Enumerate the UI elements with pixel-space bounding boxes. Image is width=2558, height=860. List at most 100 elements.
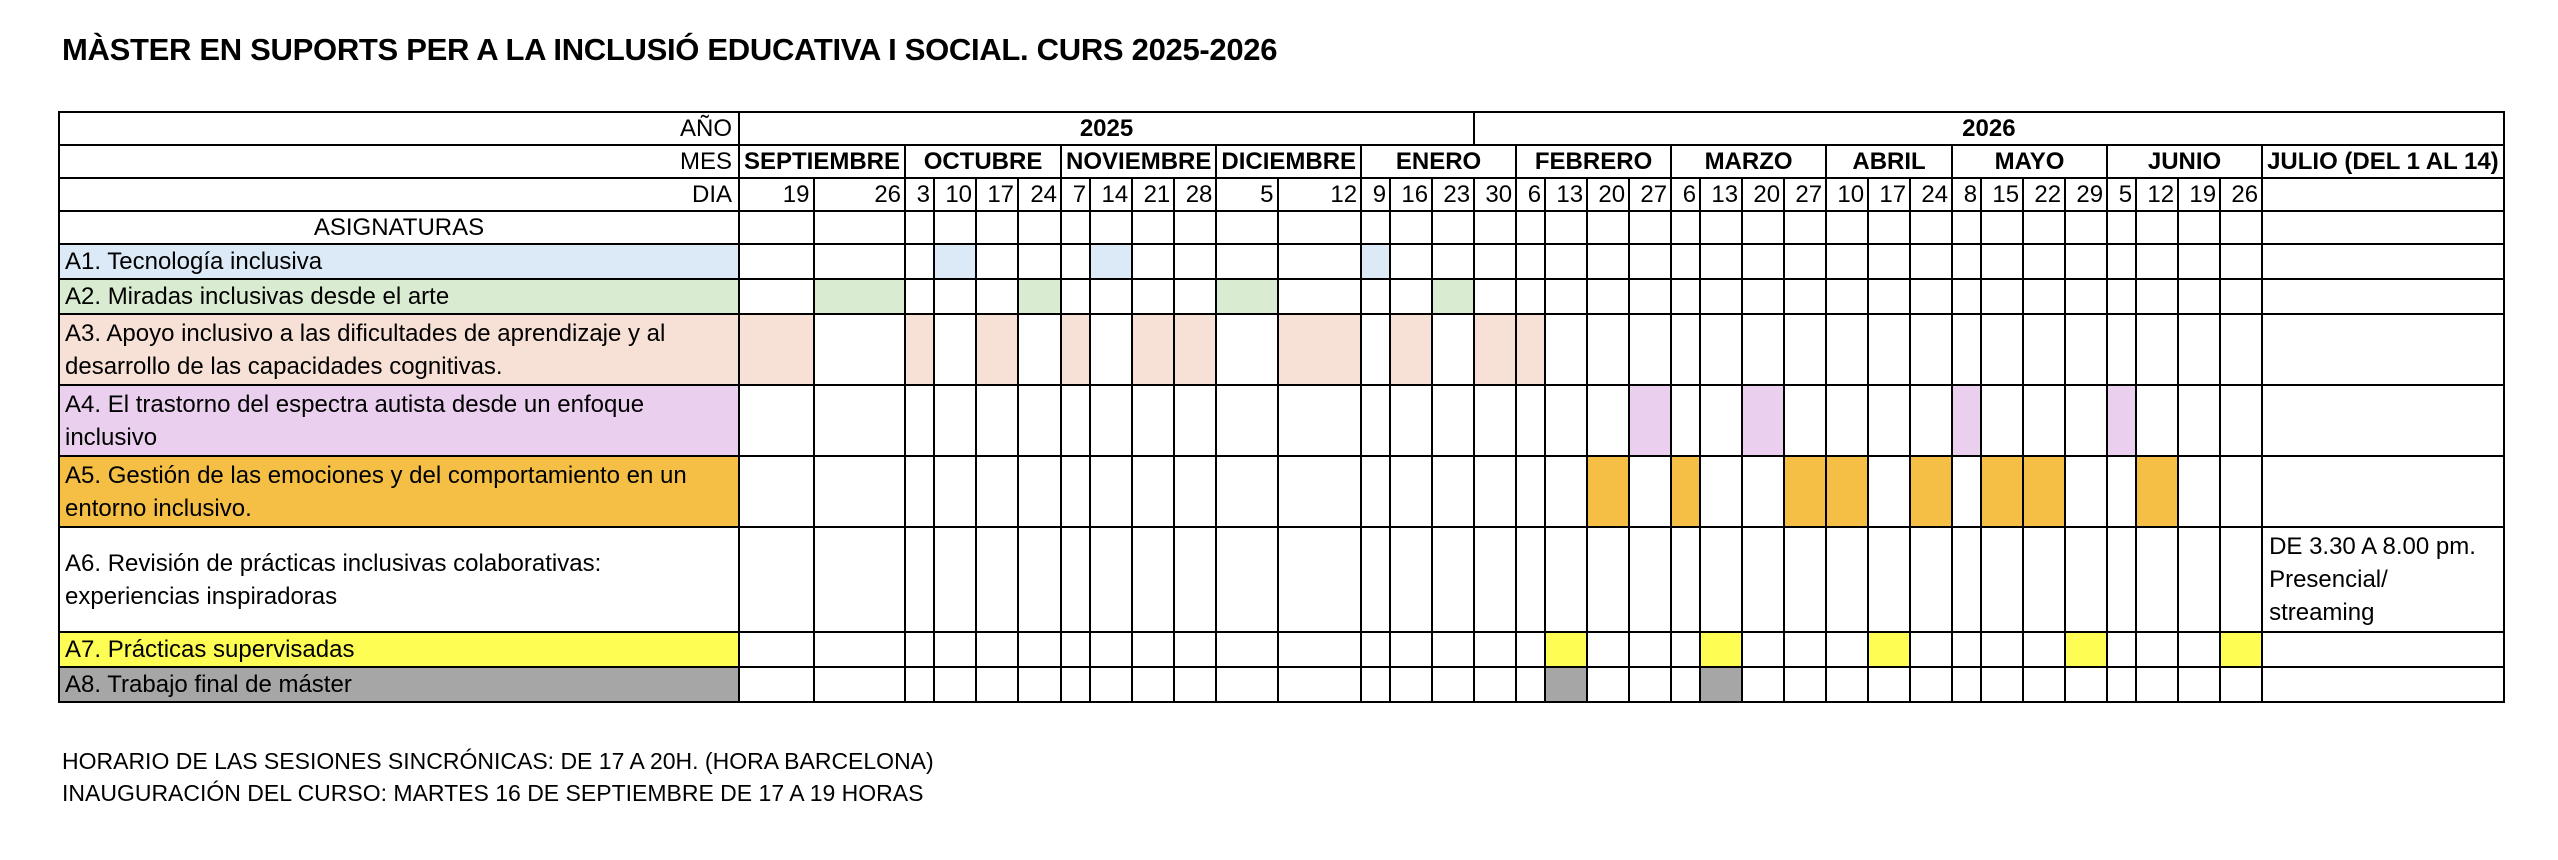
day-cell: 20 <box>1586 177 1631 212</box>
page-title: MÀSTER EN SUPORTS PER A LA INCLUSIÓ EDUC… <box>62 32 1278 67</box>
month-cell: NOVIEMBRE <box>1060 144 1218 179</box>
session-cell <box>1741 384 1786 457</box>
day-cell: 12 <box>2135 177 2180 212</box>
grid-cell <box>1699 210 1744 245</box>
grid-cell <box>2177 313 2222 386</box>
session-cell <box>738 313 815 386</box>
month-cell: DICIEMBRE <box>1215 144 1363 179</box>
grid-cell <box>1825 313 1870 386</box>
grid-cell <box>1431 526 1476 633</box>
grid-cell <box>2177 666 2222 703</box>
grid-cell <box>1980 384 2025 457</box>
grid-cell <box>1670 631 1702 668</box>
grid-cell <box>1276 210 1363 245</box>
grid-cell <box>1215 384 1279 457</box>
session-cell <box>1017 278 1063 315</box>
grid-cell <box>1060 526 1092 633</box>
grid-cell <box>1586 210 1631 245</box>
grid-cell <box>904 666 936 703</box>
grid-cell <box>1215 243 1279 280</box>
subject-label: A1. Tecnología inclusiva <box>58 243 740 280</box>
subject-label: A5. Gestión de las emociones y del compo… <box>58 455 740 528</box>
session-cell <box>1670 455 1702 528</box>
grid-cell <box>1980 210 2025 245</box>
grid-cell <box>2261 210 2505 245</box>
grid-cell <box>1783 243 1828 280</box>
day-cell: 14 <box>1089 177 1134 212</box>
subject-label: A2. Miradas inclusivas desde el arte <box>58 278 740 315</box>
grid-cell <box>1060 455 1092 528</box>
grid-cell <box>1909 313 1954 386</box>
grid-cell <box>1628 631 1673 668</box>
grid-cell <box>1951 526 1983 633</box>
day-cell: 21 <box>1131 177 1176 212</box>
grid-cell <box>1360 666 1392 703</box>
subject-label: A8. Trabajo final de máster <box>58 666 740 703</box>
grid-cell <box>1360 631 1392 668</box>
grid-cell <box>1089 455 1134 528</box>
grid-cell <box>1741 526 1786 633</box>
grid-cell <box>1699 278 1744 315</box>
month-cell: ENERO <box>1360 144 1518 179</box>
grid-cell <box>812 210 907 245</box>
grid-cell <box>1825 631 1870 668</box>
grid-cell <box>1173 278 1218 315</box>
day-cell: 27 <box>1628 177 1673 212</box>
grid-cell <box>1544 384 1589 457</box>
grid-cell <box>1980 526 2025 633</box>
grid-cell <box>1628 455 1673 528</box>
grid-cell <box>975 666 1020 703</box>
session-cell <box>1060 313 1092 386</box>
grid-cell <box>2022 278 2067 315</box>
session-cell <box>1783 455 1828 528</box>
grid-cell <box>1431 210 1476 245</box>
day-cell: 28 <box>1173 177 1218 212</box>
grid-cell <box>1867 243 1912 280</box>
grid-cell <box>1867 526 1912 633</box>
year-2026: 2026 <box>1473 111 2505 146</box>
month-cell: FEBRERO <box>1515 144 1673 179</box>
grid-cell <box>1276 278 1363 315</box>
grid-cell <box>1131 631 1176 668</box>
grid-cell <box>2064 278 2109 315</box>
day-cell: 27 <box>1783 177 1828 212</box>
grid-cell <box>1089 631 1134 668</box>
grid-cell <box>1586 278 1631 315</box>
grid-cell <box>1473 384 1518 457</box>
grid-cell <box>1670 384 1702 457</box>
grid-cell <box>2135 666 2180 703</box>
grid-cell <box>2064 384 2109 457</box>
day-cell: 5 <box>1215 177 1279 212</box>
grid-cell <box>1215 526 1279 633</box>
grid-cell <box>2106 210 2138 245</box>
grid-cell <box>933 384 978 457</box>
grid-cell <box>1389 631 1434 668</box>
grid-cell <box>1173 526 1218 633</box>
grid-cell <box>1473 210 1518 245</box>
session-cell <box>1951 384 1983 457</box>
grid-cell <box>2219 526 2264 633</box>
grid-cell <box>812 631 907 668</box>
grid-cell <box>975 243 1020 280</box>
grid-cell <box>1389 210 1434 245</box>
grid-cell <box>2022 313 2067 386</box>
note-line: streaming <box>2269 599 2375 626</box>
grid-cell <box>1017 243 1063 280</box>
grid-cell <box>738 526 815 633</box>
session-cell <box>1909 455 1954 528</box>
grid-cell <box>1867 210 1912 245</box>
grid-cell <box>1980 666 2025 703</box>
grid-cell <box>1670 243 1702 280</box>
grid-cell <box>1431 313 1476 386</box>
grid-cell <box>2177 631 2222 668</box>
session-cell <box>1867 631 1912 668</box>
grid-cell <box>1909 278 1954 315</box>
grid-cell <box>904 278 936 315</box>
grid-cell <box>933 210 978 245</box>
grid-cell <box>1060 384 1092 457</box>
grid-cell <box>1586 313 1631 386</box>
session-cell <box>1825 455 1870 528</box>
grid-cell <box>1783 631 1828 668</box>
grid-cell <box>1544 210 1589 245</box>
grid-cell <box>2022 631 2067 668</box>
